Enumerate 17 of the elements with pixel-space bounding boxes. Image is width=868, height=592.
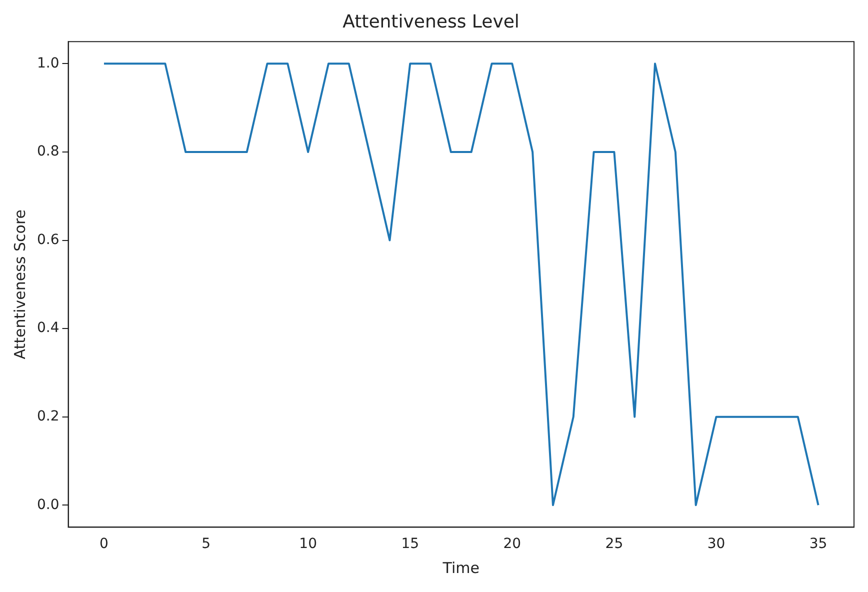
x-tick-label: 5 [202,536,210,552]
x-tick-label: 20 [503,536,522,552]
x-tick-label: 30 [707,536,726,552]
y-tick-label: 0.0 [37,496,60,513]
x-tick-label: 0 [100,536,108,552]
y-tick-label: 0.2 [37,408,60,424]
y-tick-label: 0.4 [37,320,60,336]
x-tick-label: 15 [401,536,420,552]
x-tick-label: 35 [809,536,828,552]
y-tick-label: 1.0 [37,55,60,72]
x-axis-title: Time [442,558,480,577]
y-tick-label: 0.6 [37,232,60,248]
chart-title: Attentiveness Level [342,11,520,32]
y-tick-label: 0.8 [37,144,60,160]
x-tick-label: 10 [299,536,317,552]
y-axis-title: Attentiveness Score [10,210,29,360]
x-tick-label: 25 [605,536,624,552]
